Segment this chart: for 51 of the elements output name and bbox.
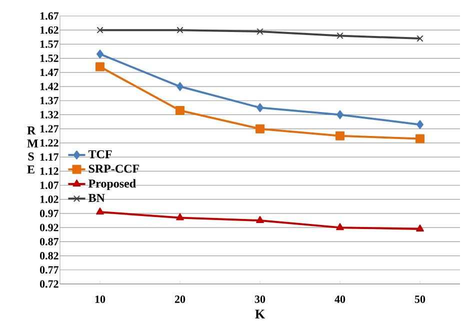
point — [415, 134, 424, 144]
y-tick-label: 1.17 — [40, 153, 59, 161]
point — [176, 213, 184, 220]
y-tick-label: 0.97 — [40, 210, 59, 218]
y-tick-label: 1.47 — [40, 68, 59, 76]
x-tick-label: 40 — [334, 296, 346, 303]
x-tick-label: 50 — [414, 296, 426, 303]
y-tick-label: 0.92 — [40, 224, 58, 232]
point — [336, 110, 344, 120]
y-tick-label: 1.12 — [40, 167, 58, 175]
x-axis-title: K — [255, 310, 265, 318]
point — [416, 224, 424, 232]
x-tick-label: 20 — [174, 296, 186, 303]
legend-label: BN — [88, 194, 105, 202]
point — [256, 124, 264, 134]
legend-label: SRP-CCF — [88, 164, 140, 173]
y-tick-label: 1.32 — [40, 111, 58, 118]
y-tick-label: 1.67 — [40, 12, 59, 20]
point — [176, 106, 185, 115]
point — [96, 26, 104, 34]
point — [96, 50, 104, 59]
y-tick-label: 1.22 — [40, 139, 58, 147]
y-tick-label: 0.87 — [40, 238, 59, 246]
y-tick-label: 1.07 — [40, 182, 59, 189]
y-tick-label: 1.02 — [40, 196, 58, 204]
point — [256, 103, 264, 112]
point — [335, 131, 344, 140]
y-axis-title: R M S E — [27, 126, 38, 174]
point — [336, 32, 344, 40]
y-tick-label: 1.27 — [40, 125, 59, 133]
point — [256, 216, 264, 224]
point — [176, 26, 184, 34]
y-tick-label: 1.52 — [40, 54, 58, 62]
point — [336, 223, 344, 230]
y-tick-label: 0.82 — [40, 252, 58, 260]
point — [96, 62, 105, 72]
point — [256, 28, 264, 35]
point — [416, 120, 424, 130]
y-tick-label: 1.37 — [40, 96, 59, 104]
x-tick-label: 30 — [254, 296, 266, 303]
x-tick-label: 10 — [95, 296, 106, 303]
point — [96, 208, 104, 215]
legend-label: Proposed — [88, 179, 136, 190]
y-tick-label: 0.72 — [40, 280, 58, 288]
y-tick-label: 1.62 — [40, 26, 58, 34]
y-tick-label: 1.42 — [40, 82, 58, 90]
y-tick-label: 0.77 — [40, 266, 59, 274]
legend-label: TCF — [88, 150, 112, 158]
point — [176, 82, 184, 92]
y-tick-label: 1.57 — [40, 40, 59, 48]
point — [416, 35, 424, 42]
